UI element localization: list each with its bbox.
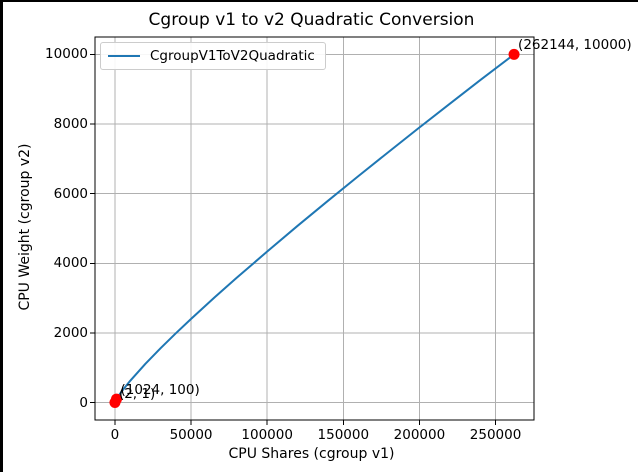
y-tick-label: 6000 — [53, 185, 88, 202]
legend: CgroupV1ToV2Quadratic — [100, 42, 326, 70]
x-tick-label: 0 — [110, 427, 120, 443]
data-point-marker — [111, 393, 123, 405]
y-tick-label: 4000 — [53, 255, 88, 272]
series-line — [114, 53, 515, 404]
y-axis-label: CPU Weight (cgroup v2) — [17, 143, 33, 311]
point-annotation: (2, 1) — [118, 385, 156, 402]
chart-title: Cgroup v1 to v2 Quadratic Conversion — [148, 10, 475, 30]
axes-frame — [94, 36, 535, 421]
y-tick-label: 2000 — [53, 324, 88, 341]
y-tick-label: 10000 — [45, 46, 88, 63]
y-tick-label: 0 — [79, 394, 88, 411]
plot-area — [90, 36, 535, 425]
x-tick-label: 150000 — [317, 427, 370, 443]
data-point-marker — [508, 48, 520, 60]
y-tick-label: 8000 — [53, 116, 88, 132]
x-tick-label: 250000 — [469, 427, 522, 443]
x-tick-label: 100000 — [241, 427, 293, 443]
point-annotation: (1024, 100) — [120, 382, 200, 399]
point-annotation: (262144, 10000) — [518, 37, 632, 54]
x-tick-label: 200000 — [393, 427, 446, 443]
legend-entry-label: CgroupV1ToV2Quadratic — [150, 48, 315, 64]
legend-line-sample — [108, 55, 140, 57]
x-axis-label: CPU Shares (cgroup v1) — [228, 446, 395, 462]
x-tick-label: 50000 — [169, 427, 213, 443]
